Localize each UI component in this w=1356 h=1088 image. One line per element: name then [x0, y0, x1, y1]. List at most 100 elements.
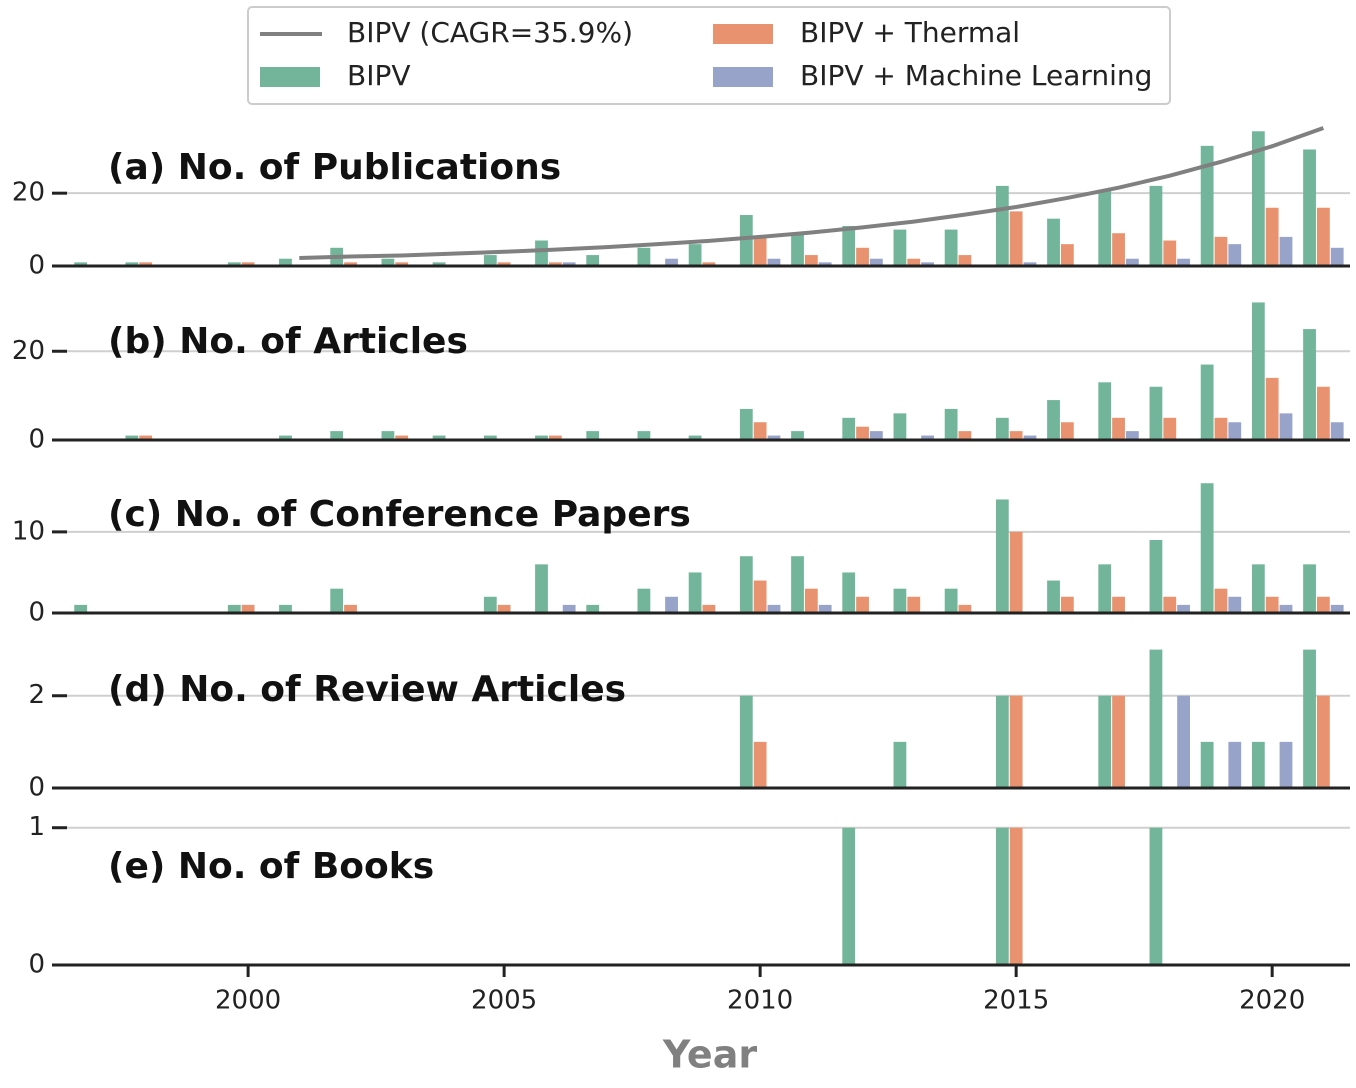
bar [739, 556, 753, 613]
bar [1125, 258, 1139, 266]
bar [702, 604, 716, 613]
bar [1149, 649, 1163, 788]
bar [842, 827, 856, 965]
bar [125, 435, 139, 440]
bar [893, 588, 907, 613]
bar [767, 435, 781, 440]
bar [702, 262, 716, 266]
bar [995, 417, 1009, 440]
bar [1177, 258, 1190, 266]
panel-title: (b) No. of Articles [108, 321, 468, 362]
bar [548, 262, 562, 266]
bar [1060, 244, 1074, 266]
bar [1125, 431, 1139, 440]
bar [562, 604, 576, 613]
panel-title: (e) No. of Books [108, 846, 434, 887]
bar [958, 255, 972, 266]
bar [1112, 596, 1125, 613]
bar [921, 435, 934, 440]
bar [1265, 377, 1279, 440]
y-tick-label: 0 [28, 773, 45, 803]
y-tick-label: 10 [12, 516, 45, 546]
bar [753, 422, 767, 440]
bar [1214, 236, 1228, 266]
bar [227, 262, 241, 266]
bar [535, 435, 548, 440]
bar [1023, 435, 1037, 440]
bar [637, 588, 651, 613]
bar [241, 604, 255, 613]
bar [1316, 596, 1330, 613]
bar [791, 556, 804, 613]
legend-swatch [713, 24, 773, 44]
bar [739, 695, 753, 788]
bar [1303, 149, 1316, 266]
panel-title: (d) No. of Review Articles [108, 669, 626, 710]
bar [995, 499, 1009, 613]
bar [1163, 240, 1177, 266]
bar [1330, 604, 1344, 613]
bar [907, 258, 921, 266]
bar [1009, 211, 1023, 266]
bar [586, 255, 600, 266]
bar [1279, 741, 1293, 788]
bar [279, 258, 292, 266]
bar [958, 604, 972, 613]
bar [1316, 207, 1330, 266]
x-tick-label: 2015 [983, 986, 1049, 1016]
bar [1177, 604, 1190, 613]
bar [1098, 564, 1112, 613]
bar [944, 408, 958, 440]
bar [1200, 364, 1214, 440]
y-tick-label: 20 [12, 178, 45, 208]
panel-title: (c) No. of Conference Papers [108, 494, 691, 535]
y-tick-label: 0 [28, 251, 45, 281]
bar [1177, 695, 1190, 788]
x-tick-label: 2005 [471, 986, 537, 1016]
y-tick-label: 0 [28, 950, 45, 980]
bar [497, 604, 511, 613]
bar [483, 596, 497, 613]
bar [1023, 262, 1037, 266]
x-tick-label: 2010 [727, 986, 793, 1016]
bar [1265, 207, 1279, 266]
x-tick-label: 2020 [1239, 986, 1305, 1016]
bar [1060, 596, 1074, 613]
bar [1009, 695, 1023, 788]
bar [1251, 741, 1265, 788]
trend-line [299, 126, 1325, 260]
bar [893, 413, 907, 440]
bar [995, 185, 1009, 266]
bar [139, 435, 153, 440]
bar [74, 604, 88, 613]
bar [739, 408, 753, 440]
bar [548, 435, 562, 440]
bar [1214, 588, 1228, 613]
bar [381, 431, 395, 440]
bar [753, 236, 767, 266]
bar [1009, 531, 1023, 613]
bar [1330, 247, 1344, 266]
bar [944, 588, 958, 613]
bar [1163, 417, 1177, 440]
bar [791, 233, 804, 266]
bar [753, 741, 767, 788]
bar [1228, 741, 1242, 788]
bar [767, 604, 781, 613]
bar [1009, 827, 1023, 965]
bar [1228, 596, 1242, 613]
bar [944, 229, 958, 266]
bar [1228, 244, 1242, 266]
bar [1047, 400, 1060, 440]
bar [753, 580, 767, 613]
bar [842, 572, 856, 613]
bar [395, 262, 409, 266]
bar [637, 247, 651, 266]
bar [688, 572, 702, 613]
bar [1200, 483, 1214, 613]
bar [995, 827, 1009, 965]
bar [1214, 417, 1228, 440]
bar [432, 262, 446, 266]
bar [1251, 131, 1265, 266]
